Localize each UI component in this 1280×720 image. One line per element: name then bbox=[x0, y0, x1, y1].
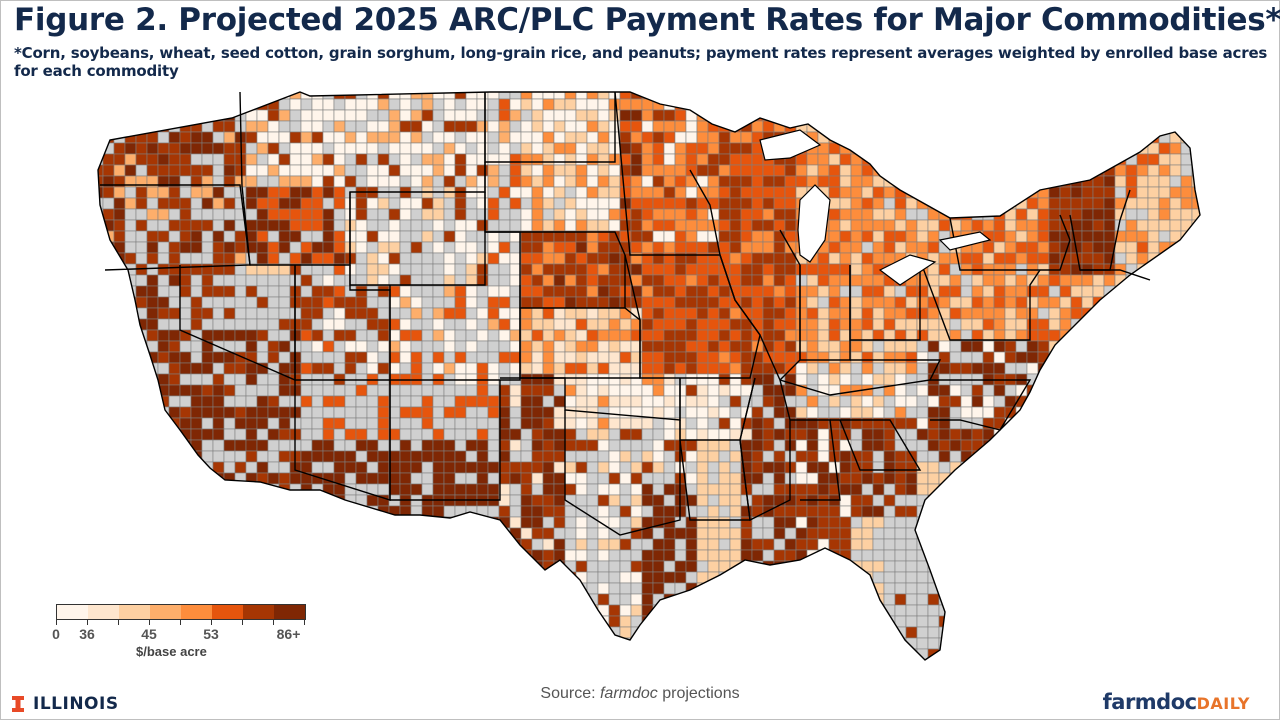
legend-tick bbox=[273, 620, 274, 625]
farmdoc-daily-logo: farmdocDAILY bbox=[1102, 690, 1250, 714]
legend-swatch bbox=[88, 605, 119, 619]
legend-swatch bbox=[243, 605, 274, 619]
legend-tick bbox=[87, 620, 88, 625]
legend-tick bbox=[56, 620, 57, 625]
legend-tick-labels: 0 36 45 53 86+ bbox=[52, 626, 316, 644]
us-county-choropleth-map bbox=[97, 91, 1201, 661]
legend-tick bbox=[304, 620, 305, 625]
figure-title: Figure 2. Projected 2025 ARC/PLC Payment… bbox=[14, 2, 1280, 38]
legend-tick bbox=[211, 620, 212, 625]
illinois-wordmark: ILLINOIS bbox=[33, 694, 119, 714]
state-boundaries bbox=[97, 91, 1201, 661]
source-farmdoc: farmdoc bbox=[599, 685, 658, 702]
illinois-logo: ILLINOIS bbox=[12, 694, 119, 714]
great-lakes bbox=[759, 129, 992, 286]
legend-swatch bbox=[150, 605, 181, 619]
legend-swatch bbox=[212, 605, 243, 619]
legend-tick bbox=[118, 620, 119, 625]
legend-ticks bbox=[56, 620, 306, 626]
legend-swatch bbox=[181, 605, 212, 619]
county-cells bbox=[98, 92, 1200, 660]
legend-tick bbox=[242, 620, 243, 625]
legend-swatch bbox=[274, 605, 305, 619]
figure-subtitle: *Corn, soybeans, wheat, seed cotton, gra… bbox=[14, 44, 1268, 80]
legend-tick bbox=[149, 620, 150, 625]
legend-tick bbox=[180, 620, 181, 625]
color-legend: 0 36 45 53 86+ $/base acre bbox=[52, 604, 316, 659]
legend-tick-label: 86+ bbox=[276, 626, 301, 642]
source-note: Source: farmdoc projections bbox=[540, 685, 740, 702]
legend-tick-label: 36 bbox=[79, 626, 95, 642]
legend-swatch bbox=[119, 605, 150, 619]
block-i-icon bbox=[12, 696, 24, 712]
legend-swatch bbox=[57, 605, 88, 619]
legend-unit-label: $/base acre bbox=[136, 644, 207, 659]
legend-tick-label: 0 bbox=[52, 626, 60, 642]
legend-tick-label: 45 bbox=[141, 626, 157, 642]
legend-color-scale bbox=[56, 604, 306, 620]
legend-tick-label: 53 bbox=[203, 626, 219, 642]
